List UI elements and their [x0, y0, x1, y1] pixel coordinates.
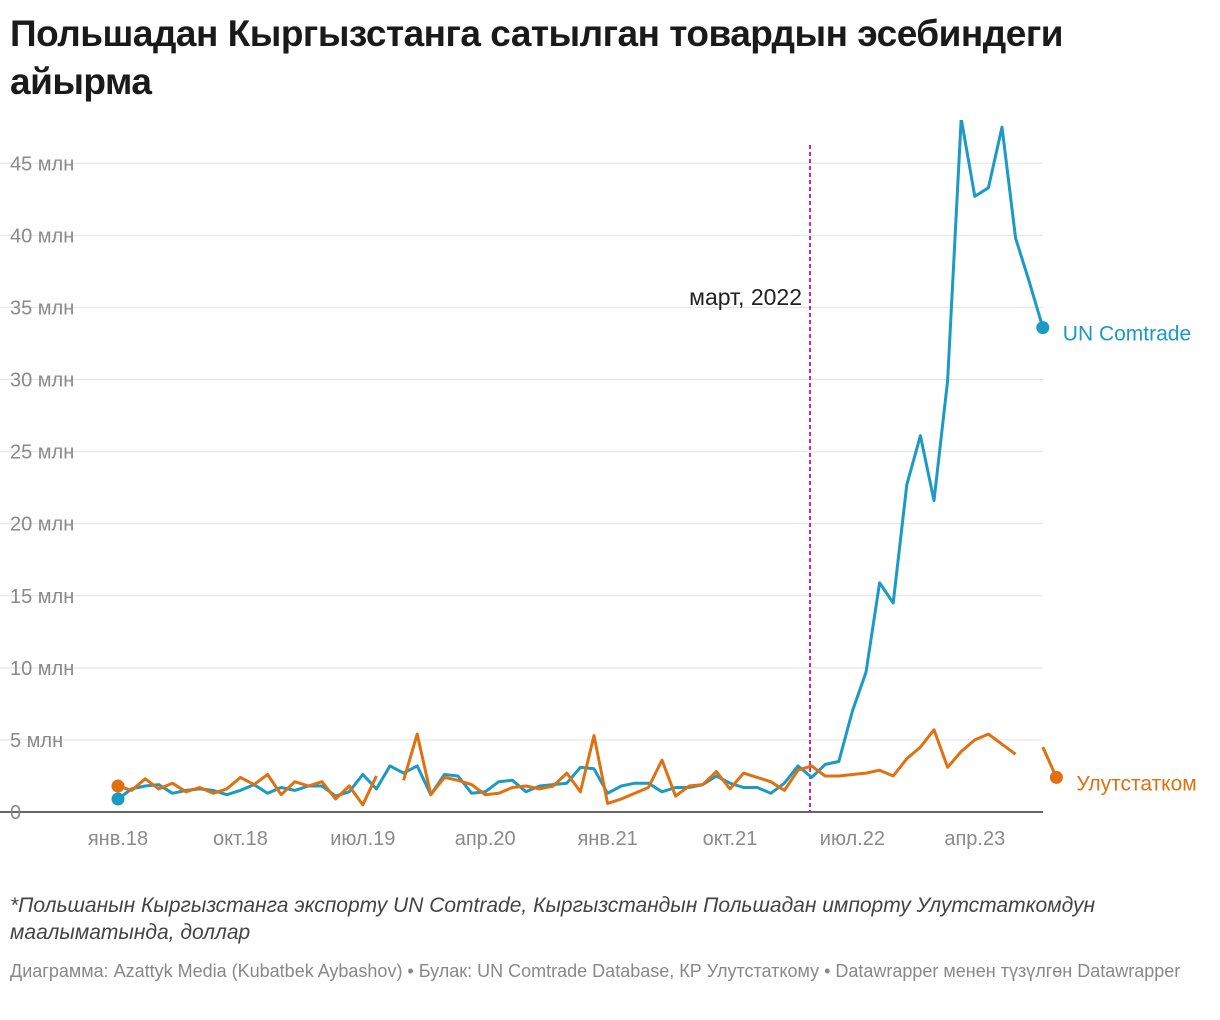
series-start-dot [111, 792, 125, 806]
gridlines [0, 162, 1043, 813]
series-labels: UN Comtrade Улутстатком [1063, 323, 1197, 796]
series-end-dot [1049, 770, 1063, 784]
y-tick-label: 0 [10, 802, 21, 824]
x-axis-labels: янв.18 окт.18 июл.19 апр.20 янв.21 окт.21 июл.… [88, 828, 1005, 850]
chart-title: Польшадан Кыргызстанга сатылган товардын… [10, 13, 1063, 102]
series-lines [111, 120, 1063, 807]
x-tick-label: окт.18 [213, 828, 268, 850]
y-tick-label: 25 млн [10, 442, 74, 464]
series-line [117, 120, 1045, 801]
x-tick-label: июл.19 [330, 828, 395, 850]
y-tick-label: 45 млн [10, 153, 74, 175]
series-label: Улутстатком [1076, 772, 1196, 795]
footnote: *Польшанын Кыргызстанга экспорту UN Comt… [10, 894, 1096, 944]
x-tick-label: апр.23 [944, 828, 1005, 850]
y-tick-label: 5 млн [10, 730, 63, 752]
y-axis-labels: 0 5 млн 10 млн 15 млн 20 млн 25 млн 30 млн 35 м… [10, 153, 74, 824]
annotation: март, 2022 [689, 145, 811, 812]
series-label: UN Comtrade [1063, 323, 1191, 346]
x-tick-label: окт.21 [703, 828, 758, 850]
x-tick-label: янв.18 [88, 828, 148, 850]
y-tick-label: 35 млн [10, 297, 74, 319]
series-start-dot [111, 779, 125, 793]
y-tick-label: 15 млн [10, 586, 74, 608]
y-tick-label: 30 млн [10, 370, 74, 392]
series-line [117, 728, 1058, 807]
x-tick-label: июл.22 [820, 828, 885, 850]
y-tick-label: 40 млн [10, 225, 74, 247]
x-tick-label: янв.21 [577, 828, 637, 850]
y-tick-label: 10 млн [10, 658, 74, 680]
y-tick-label: 20 млн [10, 514, 74, 536]
x-tick-label: апр.20 [455, 828, 516, 850]
line-chart: 0 5 млн 10 млн 15 млн 20 млн 25 млн 30 млн 35 м… [0, 120, 1197, 850]
credit-line: Диаграмма: Azattyk Media (Kubatbek Aybas… [10, 961, 1181, 981]
series-end-dot [1036, 321, 1050, 335]
annotation-label: март, 2022 [689, 284, 802, 310]
